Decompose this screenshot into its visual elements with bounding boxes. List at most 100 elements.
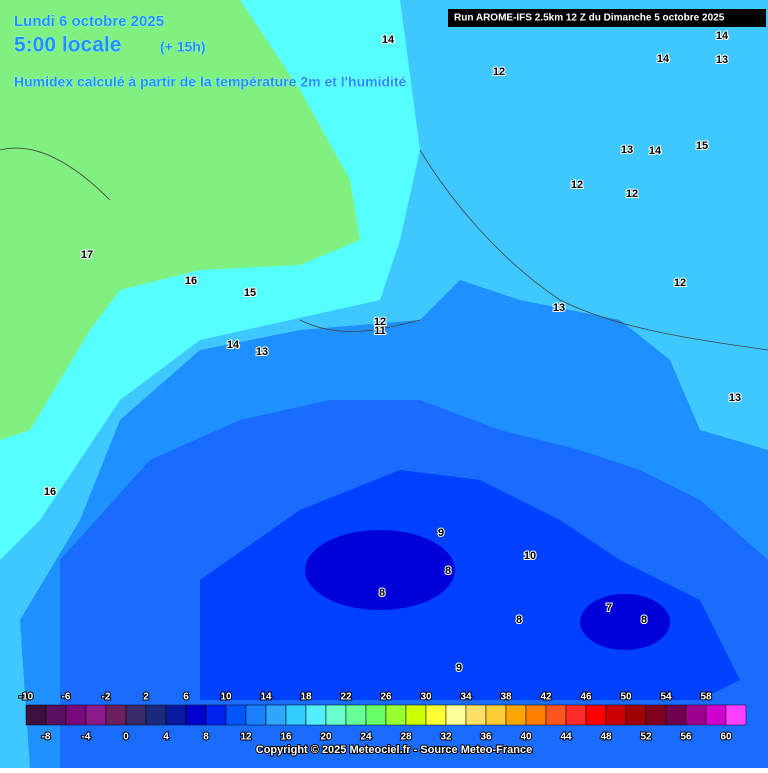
run-box (448, 9, 766, 27)
scale-swatch (185, 704, 207, 726)
subtitle: Humidex calculé à partir de la températu… (14, 74, 407, 90)
scale-swatch (585, 704, 607, 726)
scale-swatch (165, 704, 187, 726)
scale-label: 2 (143, 692, 149, 703)
scale-label: 50 (620, 692, 632, 703)
contour-label: 11 (374, 325, 386, 337)
scale-label: 52 (640, 732, 652, 743)
contour-label: 13 (553, 302, 565, 314)
scale-swatch (485, 704, 507, 726)
scale-label: 34 (460, 692, 472, 703)
scale-swatch (65, 704, 87, 726)
scale-swatch (545, 704, 567, 726)
contour-label: 17 (81, 249, 93, 261)
scale-swatch (225, 704, 247, 726)
scale-swatch (245, 704, 267, 726)
scale-swatch (125, 704, 147, 726)
contour-label: 14 (716, 30, 729, 42)
scale-label: -8 (42, 732, 51, 743)
land-zone (0, 0, 360, 440)
scale-swatch (625, 704, 647, 726)
scale-label: 54 (660, 692, 672, 703)
scale-swatch (505, 704, 527, 726)
scale-swatch (525, 704, 547, 726)
scale-label: 38 (500, 692, 512, 703)
contour-label: 12 (571, 179, 583, 191)
scale-swatch (265, 704, 287, 726)
contour-label: 9 (456, 662, 462, 674)
scale-swatch (665, 704, 687, 726)
run-label: Run AROME-IFS 2.5km 12 Z du Dimanche 5 o… (454, 13, 725, 24)
contour-label: 10 (524, 550, 536, 562)
scale-swatch (445, 704, 467, 726)
scale-label: 60 (720, 732, 732, 743)
contour-label: 8 (516, 614, 522, 626)
border-line (0, 147, 768, 351)
scale-swatch (685, 704, 707, 726)
scale-swatch (345, 704, 367, 726)
scale-swatch (25, 704, 47, 726)
scale-label: 56 (680, 732, 692, 743)
scale-swatch (465, 704, 487, 726)
scale-label: -6 (62, 692, 71, 703)
scale-swatch (325, 704, 347, 726)
contour-label: 13 (716, 54, 728, 66)
scale-label: -10 (19, 692, 34, 703)
contour-label: 13 (621, 144, 633, 156)
scale-label: 4 (163, 732, 169, 743)
time: 5:00 locale (14, 34, 121, 57)
scale-swatch (725, 704, 747, 726)
scale-label: 48 (600, 732, 612, 743)
contour-label: 13 (729, 392, 741, 404)
scale-label: 30 (420, 692, 432, 703)
zone (305, 530, 455, 610)
contour-label: 15 (696, 140, 708, 152)
scale-label: 8 (203, 732, 209, 743)
scale-label: 14 (260, 692, 272, 703)
scale-label: 46 (580, 692, 592, 703)
contour-label: 15 (244, 287, 256, 299)
scale-label: 12 (240, 732, 252, 743)
scale-label: -4 (82, 732, 91, 743)
scale-label: 22 (340, 692, 352, 703)
date: Lundi 6 octobre 2025 (14, 13, 164, 30)
scale-label: 24 (360, 732, 372, 743)
scale-swatch (705, 704, 727, 726)
scale-swatch (85, 704, 107, 726)
scale-label: 26 (380, 692, 392, 703)
contour-label: 8 (641, 614, 647, 626)
scale-swatch (645, 704, 667, 726)
scale-label: 10 (220, 692, 232, 703)
contour-label: 16 (44, 486, 56, 498)
contour-label: 14 (649, 145, 662, 157)
scale-label: 18 (300, 692, 312, 703)
scale-swatch (605, 704, 627, 726)
scale-label: 44 (560, 732, 572, 743)
zone (580, 594, 670, 650)
scale-swatch (425, 704, 447, 726)
contour-label: 8 (379, 587, 385, 599)
contour-label: 16 (185, 275, 197, 287)
scale-label: 20 (320, 732, 332, 743)
scale-label: 28 (400, 732, 412, 743)
contour-label: 8 (445, 565, 451, 577)
contour-label: 14 (657, 53, 670, 65)
scale-label: 6 (183, 692, 189, 703)
contour-label: 9 (438, 527, 444, 539)
scale-swatch (385, 704, 407, 726)
lead: (+ 15h) (160, 39, 206, 55)
scale-label: 32 (440, 732, 452, 743)
scale-swatch (285, 704, 307, 726)
scale-swatch (205, 704, 227, 726)
copyright: Copyright © 2025 Meteociel.fr - Source M… (256, 744, 532, 756)
scale-swatch (365, 704, 387, 726)
contour-label: 12 (493, 66, 505, 78)
contour-label: 7 (606, 602, 612, 614)
scale-label: 0 (123, 732, 129, 743)
contour-label: 12 (374, 316, 386, 328)
scale-swatch (105, 704, 127, 726)
scale-label: 42 (540, 692, 552, 703)
scale-label: 16 (280, 732, 292, 743)
scale-swatch (45, 704, 67, 726)
